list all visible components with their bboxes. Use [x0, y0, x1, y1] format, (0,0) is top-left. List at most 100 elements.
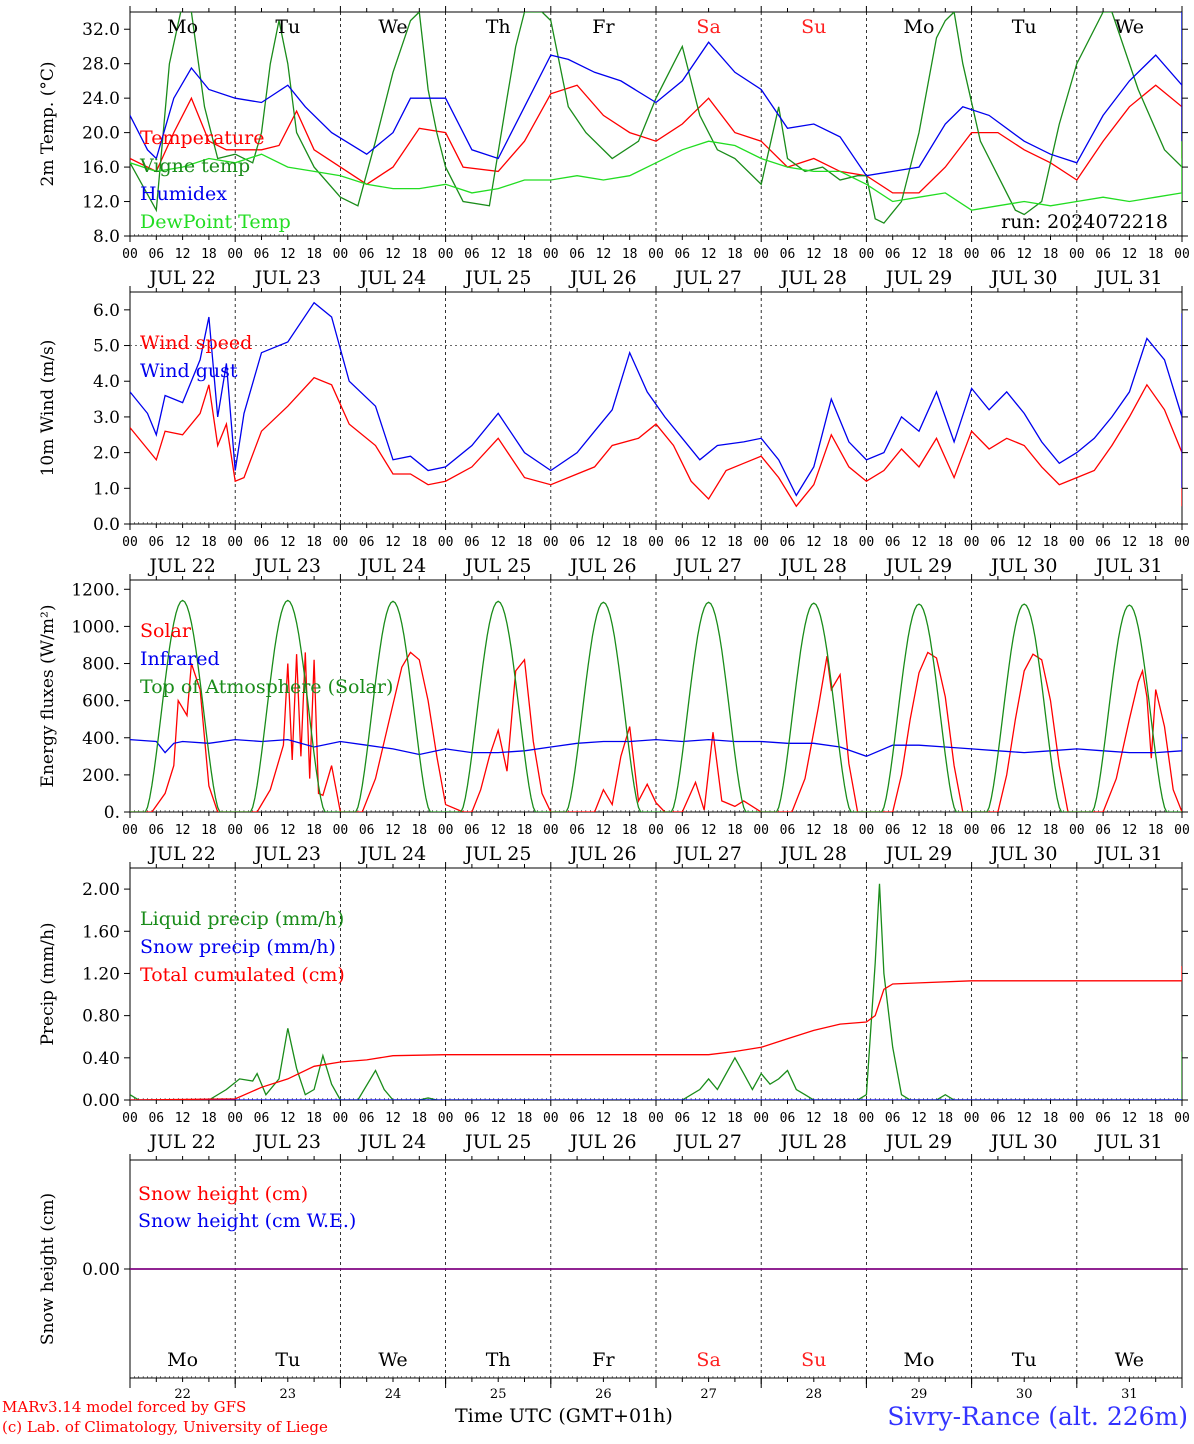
hour-tick-label: 06 [254, 1111, 270, 1126]
y-tick-label: 1.60 [82, 922, 120, 942]
legend-entry: Humidex [140, 183, 227, 205]
y-tick-label: 600. [82, 692, 120, 712]
day-name-bottom: Mo [167, 1349, 198, 1371]
date-label: JUL 23 [253, 555, 321, 577]
hour-tick-label: 00 [1069, 247, 1085, 262]
y-tick-label: 20.0 [82, 124, 120, 144]
legend-entry: Vigne temp [139, 155, 250, 177]
hour-tick-label: 00 [648, 1111, 664, 1126]
hour-tick-label: 00 [438, 535, 454, 550]
day-name-top: Mo [904, 16, 935, 38]
series-line-total-cumulated-cm- [130, 966, 1182, 1100]
hour-tick-label: 18 [201, 247, 217, 262]
hour-tick-label: 18 [727, 823, 743, 838]
legend-entry: Liquid precip (mm/h) [140, 908, 344, 930]
y-tick-label: 3.0 [93, 408, 120, 428]
hour-tick-label: 00 [122, 1111, 138, 1126]
hour-tick-label: 18 [1148, 535, 1164, 550]
date-label: JUL 22 [147, 1131, 215, 1153]
date-label: JUL 27 [673, 843, 741, 865]
hour-tick-label: 00 [227, 247, 243, 262]
hour-tick-label: 12 [175, 247, 191, 262]
hour-tick-label: 18 [937, 1111, 953, 1126]
hour-tick-label: 00 [648, 535, 664, 550]
hour-tick-label: 12 [175, 535, 191, 550]
hour-tick-label: 12 [385, 247, 401, 262]
hour-tick-label: 00 [753, 1111, 769, 1126]
hour-tick-label: 00 [227, 535, 243, 550]
hour-tick-label: 12 [385, 535, 401, 550]
hour-tick-label: 12 [701, 1111, 717, 1126]
hour-tick-label: 00 [543, 535, 559, 550]
hour-tick-label: 12 [1016, 247, 1032, 262]
hour-tick-label: 00 [964, 535, 980, 550]
day-name-top: Sa [696, 16, 720, 38]
hour-tick-label: 12 [385, 823, 401, 838]
series-line-humidex [130, 12, 1182, 177]
hour-tick-label: 18 [306, 823, 322, 838]
hour-tick-label: 06 [885, 247, 901, 262]
hour-tick-label: 12 [806, 823, 822, 838]
date-label: JUL 22 [147, 555, 215, 577]
hour-tick-label: 00 [122, 823, 138, 838]
hour-tick-label: 06 [464, 823, 480, 838]
date-label: JUL 27 [673, 267, 741, 289]
hour-tick-label: 12 [175, 1111, 191, 1126]
hour-tick-label: 18 [411, 535, 427, 550]
date-label: JUL 27 [673, 1131, 741, 1153]
hour-tick-label: 12 [280, 1111, 296, 1126]
y-tick-label: 1.0 [93, 479, 120, 499]
hour-tick-label: 12 [490, 823, 506, 838]
y-tick-label: 12.0 [82, 193, 120, 213]
day-name-top: Tu [1012, 16, 1037, 38]
hour-tick-label: 00 [753, 823, 769, 838]
hour-tick-label: 18 [517, 823, 533, 838]
hour-tick-label: 06 [464, 247, 480, 262]
hour-tick-label: 18 [727, 247, 743, 262]
series-line-liquid-precip-mm-h- [130, 883, 1182, 1100]
series-line-vigne-temp [130, 12, 1182, 224]
series-line-wind-gust [130, 301, 1182, 497]
date-label: JUL 30 [989, 555, 1057, 577]
hour-tick-label: 06 [569, 823, 585, 838]
date-label: JUL 29 [884, 1131, 952, 1153]
y-tick-label: 0.00 [82, 1260, 120, 1280]
y-tick-label: 16.0 [82, 158, 120, 178]
hour-tick-label: 06 [674, 247, 690, 262]
footer-lab: (c) Lab. of Climatology, University of L… [2, 1418, 328, 1436]
hour-tick-label: 18 [1043, 247, 1059, 262]
y-tick-label: 2.0 [93, 444, 120, 464]
hour-tick-label: 12 [490, 535, 506, 550]
date-label: JUL 23 [253, 267, 321, 289]
y-tick-label: 1200. [71, 580, 120, 600]
date-label: JUL 25 [463, 267, 531, 289]
date-label: JUL 28 [779, 555, 847, 577]
hour-tick-label: 00 [227, 823, 243, 838]
hour-tick-label: 06 [780, 823, 796, 838]
hour-tick-label: 18 [517, 1111, 533, 1126]
date-label: JUL 29 [884, 843, 952, 865]
y-tick-label: 2.00 [82, 880, 120, 900]
hour-tick-label: 00 [438, 247, 454, 262]
hour-tick-label: 18 [411, 247, 427, 262]
hour-tick-label: 12 [280, 823, 296, 838]
hour-tick-label: 12 [1016, 535, 1032, 550]
hour-tick-label: 18 [201, 1111, 217, 1126]
hour-tick-label: 00 [648, 247, 664, 262]
hour-tick-label: 06 [359, 1111, 375, 1126]
y-tick-label: 0.0 [93, 515, 120, 535]
date-label: JUL 31 [1094, 1131, 1162, 1153]
location-title: Sivry-Rance (alt. 226m) [887, 1402, 1188, 1431]
hour-tick-label: 18 [1148, 823, 1164, 838]
day-number: 28 [806, 1387, 823, 1402]
legend-entry: Snow precip (mm/h) [140, 936, 336, 958]
hour-tick-label: 18 [727, 535, 743, 550]
hour-tick-label: 06 [780, 535, 796, 550]
legend-entry: Solar [140, 620, 192, 642]
hour-tick-label: 12 [385, 1111, 401, 1126]
hour-tick-label: 12 [490, 247, 506, 262]
hour-tick-label: 00 [333, 247, 349, 262]
y-tick-label: 32.0 [82, 20, 120, 40]
run-label: run: 2024072218 [1001, 211, 1168, 233]
